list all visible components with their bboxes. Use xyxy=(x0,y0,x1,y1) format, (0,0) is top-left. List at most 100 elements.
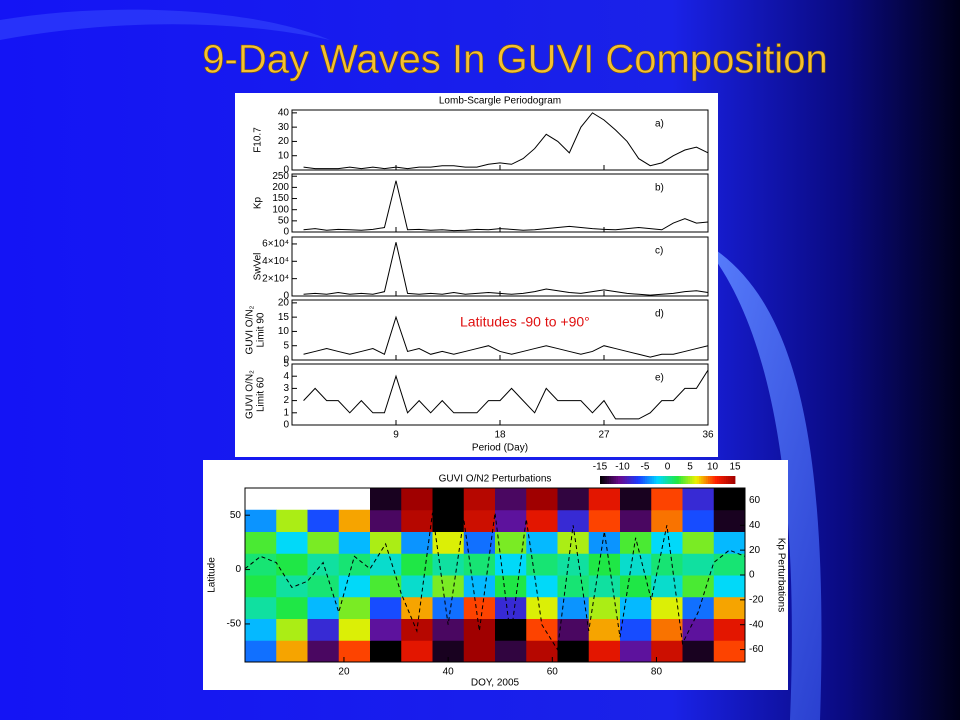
heat-cell xyxy=(588,618,621,641)
colorbar-swatch xyxy=(604,476,608,484)
heat-cell xyxy=(432,618,465,641)
panel-label: d) xyxy=(655,309,664,320)
heat-cell xyxy=(651,553,683,576)
heat-cell xyxy=(276,531,308,554)
heat-cell xyxy=(463,575,496,598)
heat-cell xyxy=(588,488,621,511)
heat-cell xyxy=(713,596,746,619)
colorbar-swatch xyxy=(654,476,657,484)
heat-cell xyxy=(588,596,621,619)
heat-cell xyxy=(620,640,652,663)
heat-cell xyxy=(401,553,433,576)
colorbar-swatch xyxy=(663,476,666,484)
y-axis-label: Limit 60 xyxy=(256,377,267,412)
colorbar-swatch xyxy=(631,476,635,484)
heat-cell xyxy=(307,596,340,619)
heat-cell xyxy=(370,618,402,641)
heat-cell xyxy=(370,640,402,663)
colorbar-swatch xyxy=(714,476,718,484)
colorbar-swatch xyxy=(708,476,711,484)
heat-cell xyxy=(526,553,558,576)
y2-tick-label: 0 xyxy=(749,570,755,581)
colorbar-swatch xyxy=(624,476,628,484)
y-tick-label: 50 xyxy=(230,510,242,521)
y-axis-label: F10.7 xyxy=(253,127,264,153)
colorbar-swatch xyxy=(719,476,722,484)
y-tick-label: 2 xyxy=(283,395,289,406)
colorbar-swatch xyxy=(678,476,682,484)
x-tick-label: 36 xyxy=(702,430,714,441)
heat-cell xyxy=(495,640,527,663)
colorbar-swatch xyxy=(638,476,641,484)
colorbar-swatch xyxy=(701,476,704,484)
heat-cell xyxy=(370,553,402,576)
y-tick-label: 200 xyxy=(272,182,289,193)
heat-cell xyxy=(651,640,683,663)
colorbar-swatch xyxy=(685,476,689,484)
heat-cell xyxy=(495,509,527,532)
heat-cell xyxy=(307,575,340,598)
heat-cell xyxy=(713,553,746,576)
heat-cell xyxy=(276,618,308,641)
heat-cell xyxy=(338,596,371,619)
colorbar-swatch xyxy=(606,476,610,484)
heat-cell xyxy=(401,640,433,663)
heat-cell xyxy=(557,640,590,663)
y-axis-label: SwVel xyxy=(253,253,264,281)
slide-title: 9-Day Waves In GUVI Composition xyxy=(202,38,827,82)
y-tick-label: 5 xyxy=(283,359,289,370)
heat-cell xyxy=(307,618,340,641)
heat-cell xyxy=(557,618,590,641)
y-tick-label: 40 xyxy=(278,107,290,118)
heat-cell xyxy=(276,596,308,619)
heat-cell xyxy=(245,640,277,663)
heat-cell xyxy=(495,553,527,576)
colorbar-swatch xyxy=(622,476,626,484)
x-tick-label: 27 xyxy=(598,430,610,441)
x-axis-label: Period (Day) xyxy=(472,443,528,454)
heat-cell xyxy=(276,640,308,663)
colorbar-swatch xyxy=(690,476,693,484)
heat-cell xyxy=(401,575,433,598)
heat-cell xyxy=(245,618,277,641)
line xyxy=(303,112,709,170)
heat-cell xyxy=(401,509,433,532)
colorbar-swatch xyxy=(712,476,716,484)
y2-tick-label: -40 xyxy=(749,619,764,630)
heat-cell xyxy=(588,553,621,576)
colorbar-swatch xyxy=(699,476,702,484)
panel-label: e) xyxy=(655,373,664,384)
colorbar-swatch xyxy=(674,476,677,484)
colorbar-swatch xyxy=(728,476,731,484)
colorbar-swatch xyxy=(696,476,700,484)
colorbar-swatch xyxy=(640,476,644,484)
heat-cell xyxy=(463,509,496,532)
x-tick-label: 18 xyxy=(494,430,506,441)
heat-cell xyxy=(682,575,715,598)
heat-cell xyxy=(651,575,683,598)
heat-cell xyxy=(620,575,652,598)
panel-label: a) xyxy=(655,119,664,130)
y-tick-label: 6×10⁴ xyxy=(262,239,289,250)
heat-cell xyxy=(370,531,402,554)
heat-cell xyxy=(682,553,715,576)
heat-cell xyxy=(307,553,340,576)
y2-tick-label: 20 xyxy=(749,545,761,556)
heat-cell xyxy=(526,575,558,598)
heat-cell xyxy=(557,575,590,598)
colorbar-swatch xyxy=(627,476,630,484)
colorbar-swatch xyxy=(642,476,646,484)
heat-cell xyxy=(713,509,746,532)
heat-cell xyxy=(651,509,683,532)
y2-axis-label: Kp Perturbations xyxy=(775,538,786,613)
colorbar-tick-label: -15 xyxy=(593,462,608,473)
heat-cell xyxy=(245,531,277,554)
y-tick-label: 100 xyxy=(272,204,289,215)
heat-cell xyxy=(526,488,558,511)
y-axis-label: GUVI O/N₂ xyxy=(245,370,256,419)
heat-cell xyxy=(370,509,402,532)
y-tick-label: 30 xyxy=(278,122,290,133)
colorbar-swatch xyxy=(705,476,709,484)
heat-cell xyxy=(682,488,715,511)
colorbar-swatch xyxy=(618,476,621,484)
